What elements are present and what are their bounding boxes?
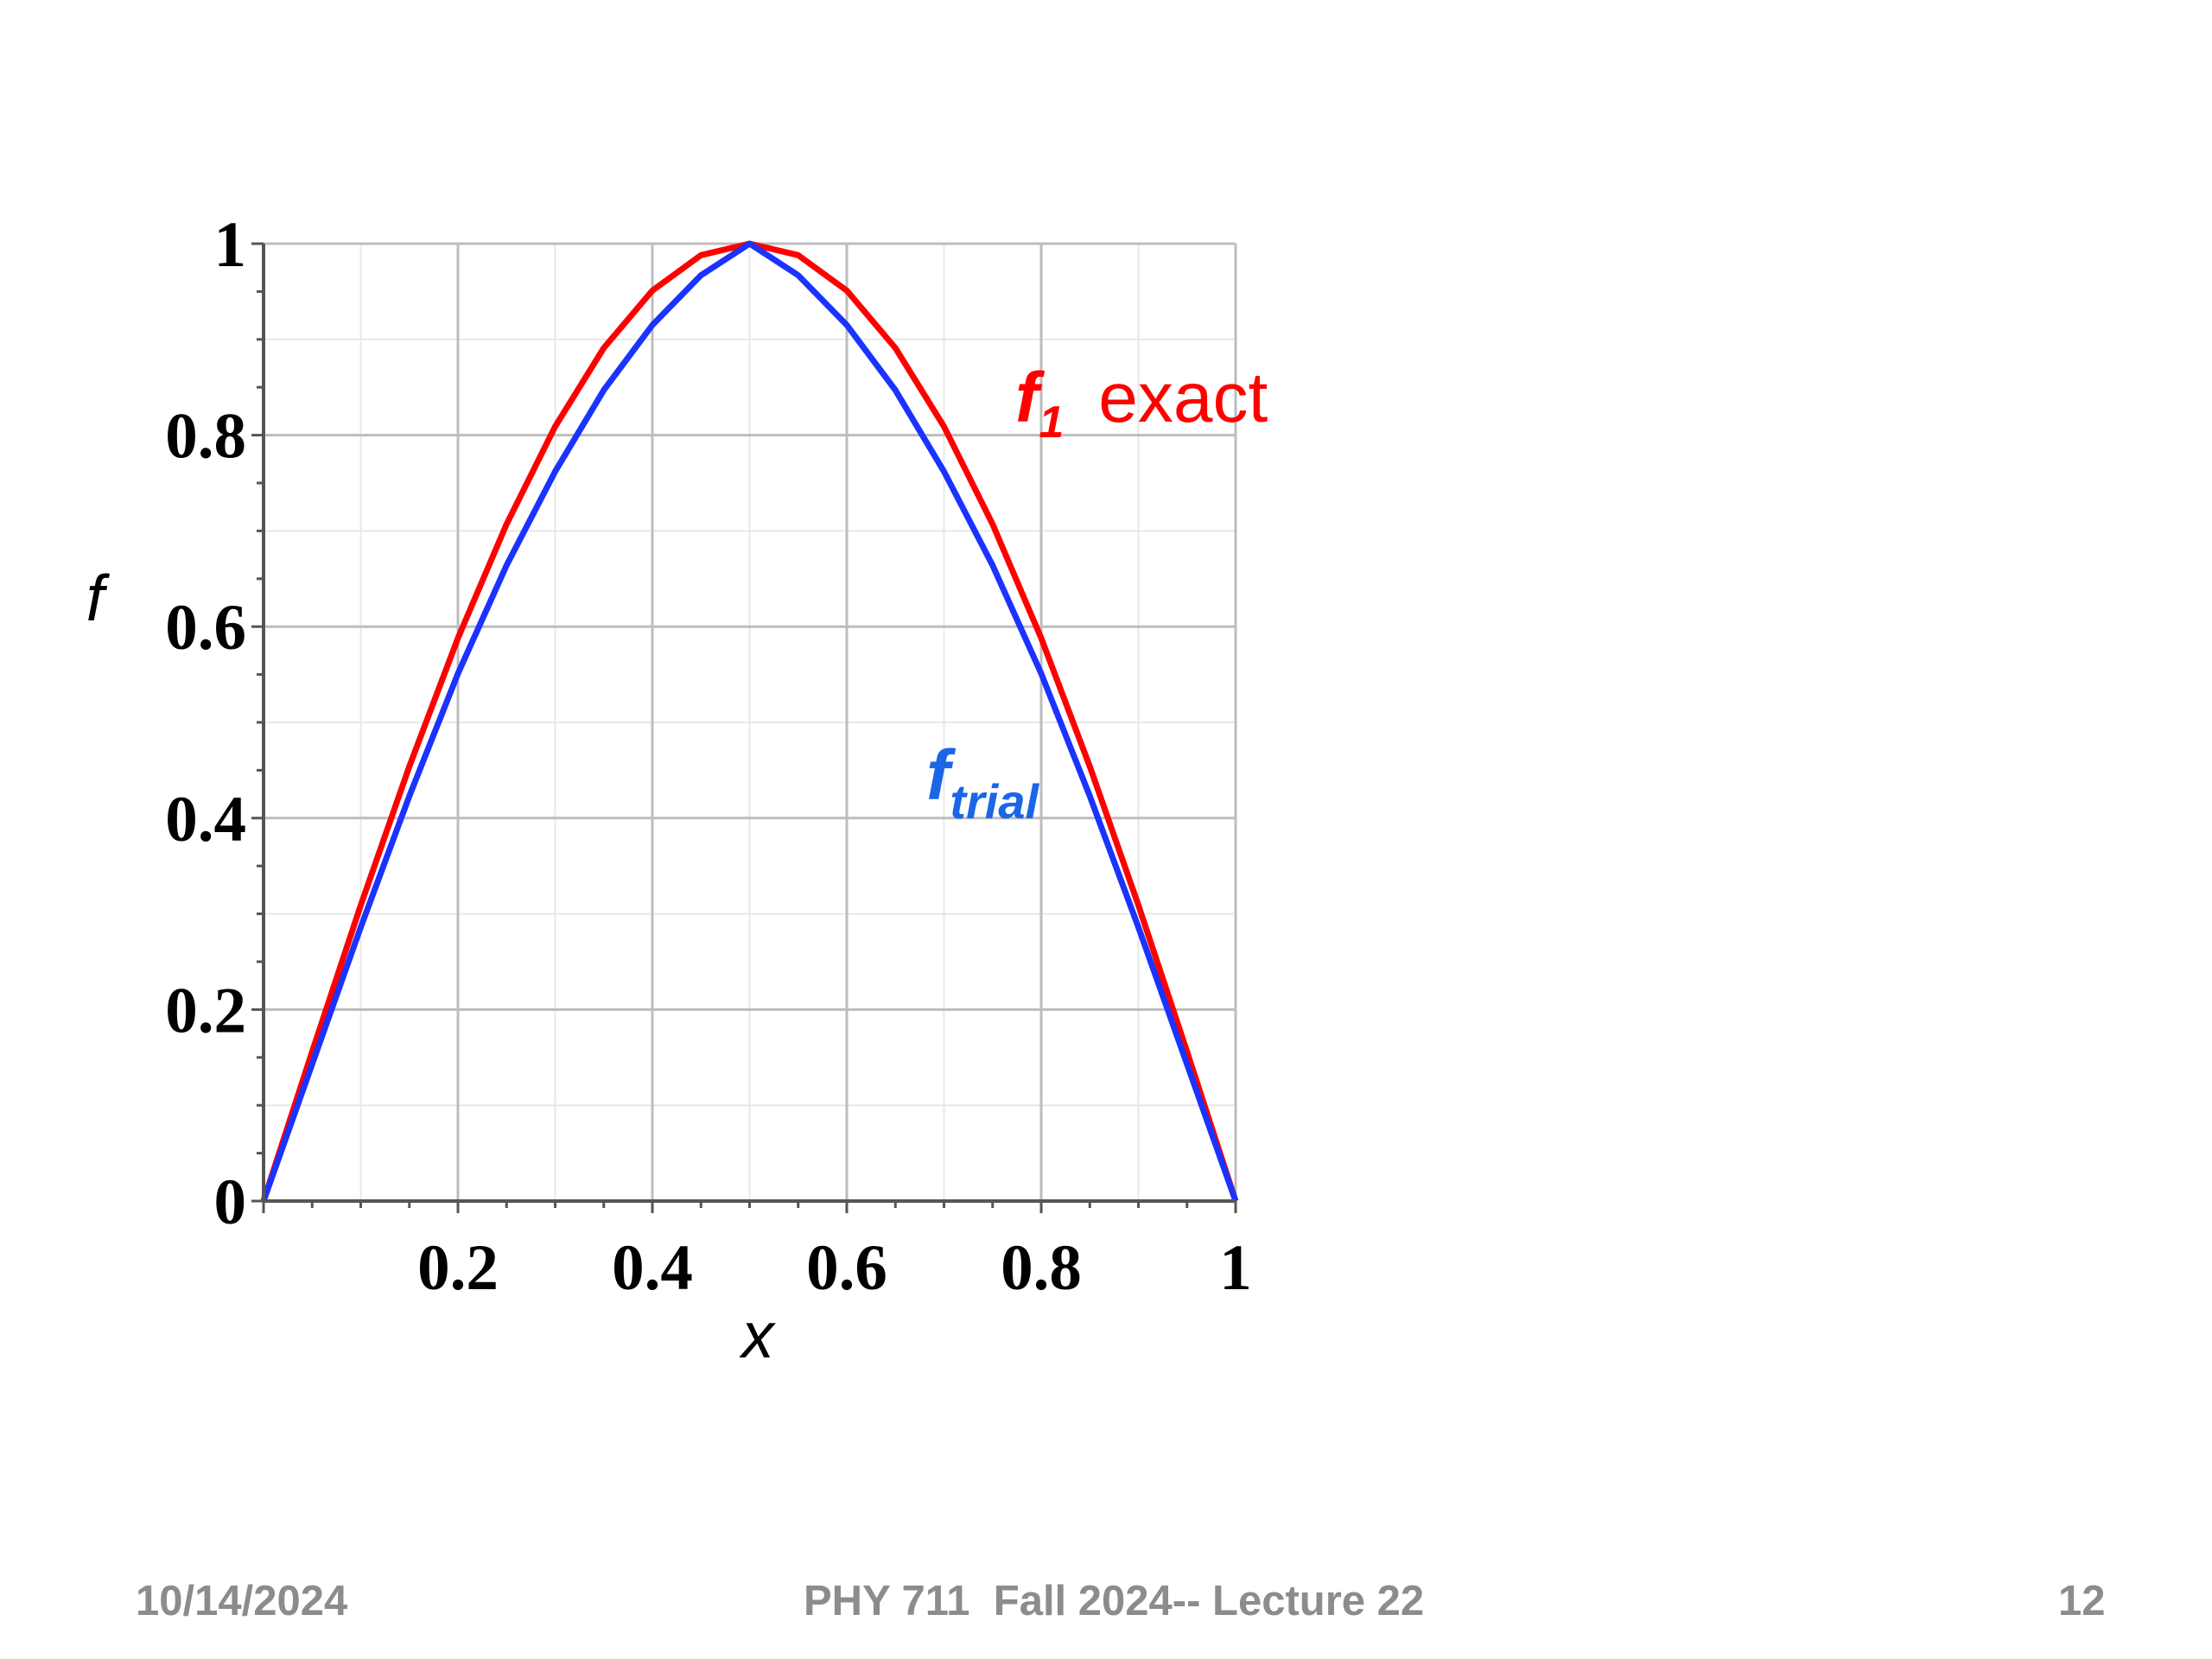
x-tick-label: 0.6 xyxy=(806,1232,887,1304)
footer-page-number: 12 xyxy=(2058,1578,2106,1624)
y-tick-label: 1 xyxy=(214,209,247,281)
annotation-exact: f1 exact xyxy=(1015,359,1268,448)
footer-date: 10/14/2024 xyxy=(136,1578,348,1624)
annotation-exact-text: exact xyxy=(1098,359,1268,437)
series-line-trial xyxy=(260,240,1239,1203)
axes xyxy=(251,242,1237,1213)
series-layer xyxy=(260,240,1239,1203)
y-axis-label: f xyxy=(86,562,111,634)
y-tick-label: 0 xyxy=(214,1166,247,1238)
annotation-exact-subscript: 1 xyxy=(1039,397,1064,448)
x-tick-label: 1 xyxy=(1219,1232,1252,1304)
tick-labels: 0.2 0.4 0.6 0.8 1 0 0.2 0.4 0.6 0.8 1 xyxy=(165,209,1252,1304)
major-grid xyxy=(264,242,1237,1201)
x-tick-label: 0.4 xyxy=(612,1232,693,1304)
annotation-trial-subscript: trial xyxy=(950,774,1039,829)
annotation-trial: ftrial xyxy=(926,736,1039,829)
y-tick-label: 0.6 xyxy=(165,592,246,664)
x-axis-label: x xyxy=(739,1299,776,1371)
y-tick-label: 0.4 xyxy=(165,784,246,855)
x-tick-label: 0.2 xyxy=(417,1232,499,1304)
x-tick-label: 0.8 xyxy=(1001,1232,1082,1304)
footer-course-title: PHY 711 Fall 2024-- Lecture 22 xyxy=(804,1578,1425,1624)
y-tick-label: 0.2 xyxy=(165,975,246,1046)
minor-grid xyxy=(264,244,1236,1201)
y-tick-label: 0.8 xyxy=(165,401,246,473)
